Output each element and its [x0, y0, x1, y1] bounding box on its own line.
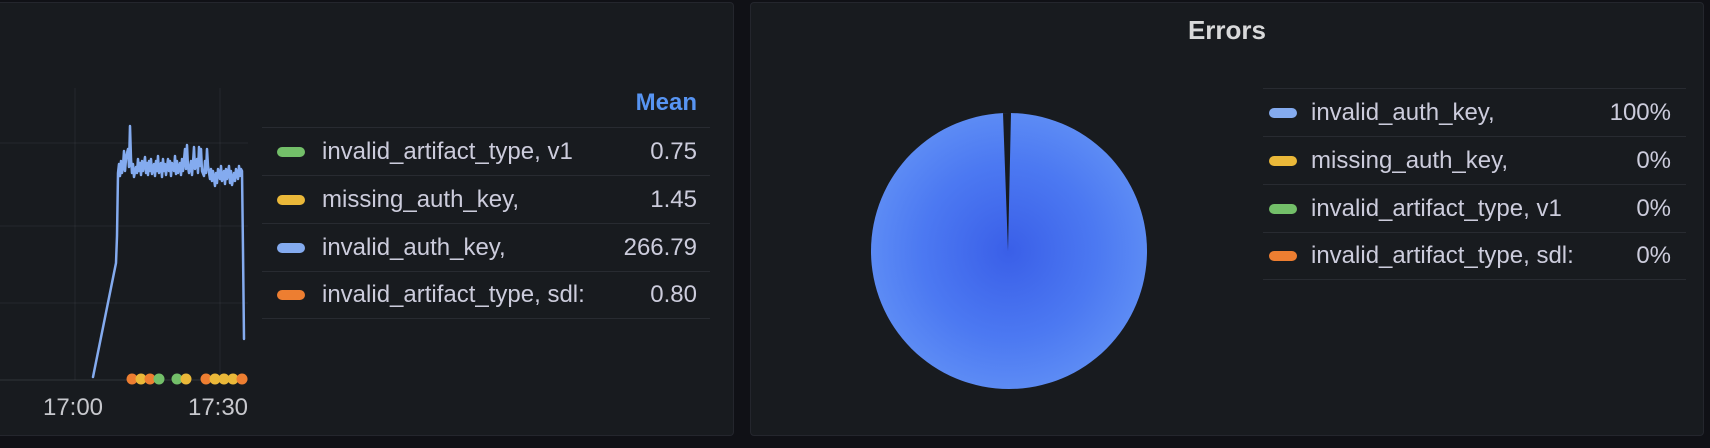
series-mean-value: 0.75 — [650, 137, 697, 165]
series-percent-value: 0% — [1636, 194, 1671, 222]
x-axis-tick: 17:00 — [42, 394, 104, 421]
series-percent-value: 100% — [1609, 98, 1671, 126]
legend-row[interactable]: invalid_auth_key, 266.79 — [262, 223, 710, 271]
x-axis-tick: 17:30 — [187, 394, 249, 421]
series-mean-value: 1.45 — [650, 185, 697, 213]
timeseries-chart[interactable] — [0, 3, 732, 435]
legend-row[interactable]: invalid_artifact_type, v1 0.75 — [262, 127, 710, 175]
series-mean-value: 266.79 — [623, 233, 697, 261]
legend-row[interactable]: invalid_artifact_type, sdl: 0.80 — [262, 271, 710, 319]
near-zero-series-points — [126, 373, 248, 385]
series-label[interactable]: missing_auth_key, — [1311, 146, 1508, 174]
legend-row[interactable]: invalid_artifact_type, sdl: 0% — [1263, 232, 1686, 280]
legend-row[interactable]: invalid_artifact_type, v1 0% — [1263, 184, 1686, 232]
series-percent-value: 0% — [1636, 146, 1671, 174]
series-color-swatch[interactable] — [277, 194, 305, 205]
gridlines — [0, 88, 248, 380]
series-color-swatch[interactable] — [277, 290, 305, 300]
pie-chart[interactable] — [871, 113, 1147, 389]
series-color-swatch[interactable] — [277, 242, 305, 253]
pie-legend: invalid_auth_key, 100% missing_auth_key,… — [1263, 88, 1686, 280]
series-color-swatch[interactable] — [1269, 251, 1297, 261]
series-label[interactable]: invalid_auth_key, — [322, 233, 506, 261]
series-color-swatch[interactable] — [277, 146, 305, 157]
legend-header-mean[interactable]: Mean — [635, 89, 697, 116]
series-label[interactable]: missing_auth_key, — [322, 185, 519, 213]
legend-row[interactable]: missing_auth_key, 1.45 — [262, 175, 710, 223]
legend-row[interactable]: missing_auth_key, 0% — [1263, 136, 1686, 184]
series-color-swatch[interactable] — [1269, 107, 1297, 118]
pie-slice-gap — [1003, 113, 1011, 251]
series-color-swatch[interactable] — [1269, 203, 1297, 214]
timeseries-panel: 17:00 17:30 Mean invalid_artifact_type, … — [0, 2, 734, 436]
series-line-invalid-auth-key — [91, 124, 246, 379]
panel-title[interactable]: Errors — [1187, 15, 1267, 45]
series-label[interactable]: invalid_artifact_type, sdl: — [1311, 242, 1574, 269]
series-label[interactable]: invalid_artifact_type, v1 — [322, 137, 573, 165]
series-percent-value: 0% — [1636, 242, 1671, 269]
series-label[interactable]: invalid_auth_key, — [1311, 98, 1495, 126]
series-label[interactable]: invalid_artifact_type, v1 — [1311, 194, 1562, 222]
series-color-swatch[interactable] — [1269, 155, 1297, 166]
legend-row[interactable]: invalid_auth_key, 100% — [1263, 88, 1686, 136]
timeseries-legend: Mean invalid_artifact_type, v1 0.75 miss… — [262, 79, 710, 319]
series-label[interactable]: invalid_artifact_type, sdl: — [322, 281, 585, 308]
errors-panel: Errors invalid_auth_key, 100% missing_au… — [750, 2, 1704, 436]
series-mean-value: 0.80 — [650, 281, 697, 308]
